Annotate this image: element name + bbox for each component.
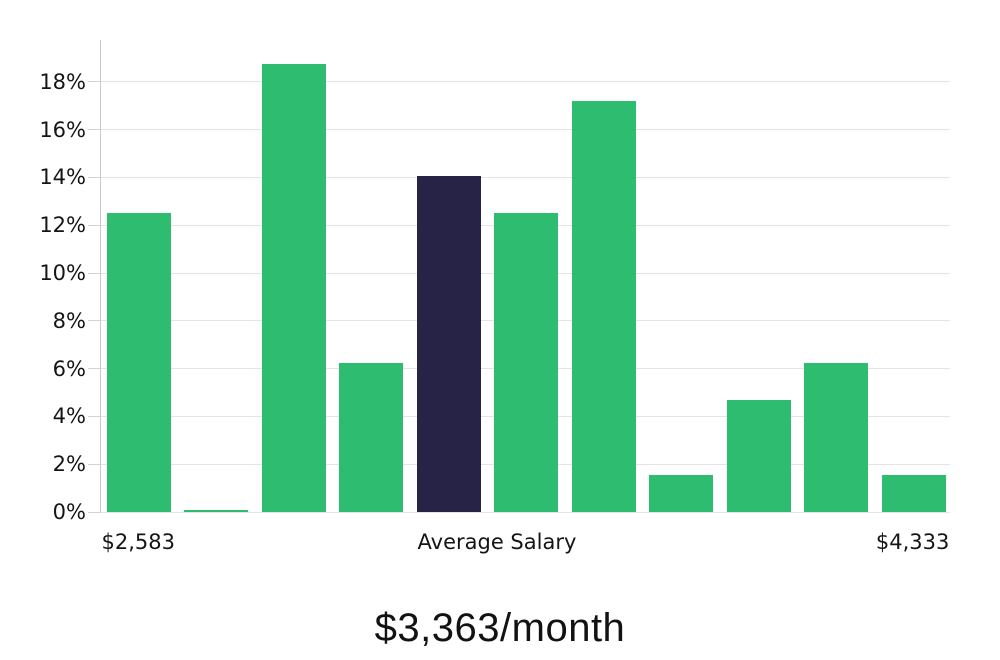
y-tick-label: 16% bbox=[39, 117, 86, 142]
y-tick-mark bbox=[88, 176, 101, 178]
gridline-0% bbox=[101, 511, 950, 513]
y-tick-mark bbox=[88, 272, 101, 274]
bar-bin-7 bbox=[571, 101, 636, 512]
y-tick-label: 2% bbox=[52, 452, 86, 477]
y-tick-mark bbox=[88, 415, 101, 417]
bar-bin-6 bbox=[494, 213, 558, 512]
gridline-14% bbox=[101, 176, 950, 178]
y-tick-label: 0% bbox=[52, 500, 86, 524]
plot-area bbox=[88, 40, 950, 513]
bar-bin-4 bbox=[339, 362, 403, 512]
x-tick-label: $2,583 bbox=[101, 530, 175, 554]
bar-bin-1 bbox=[106, 213, 171, 512]
y-tick-mark bbox=[88, 368, 101, 370]
x-tick-label: Average Salary bbox=[417, 530, 577, 554]
y-tick-mark bbox=[88, 129, 101, 131]
gridline-18% bbox=[101, 81, 950, 83]
y-tick-label: 4% bbox=[52, 404, 86, 429]
bar-bin-10 bbox=[804, 362, 868, 512]
bar-bin-8 bbox=[649, 474, 713, 512]
y-tick-label: 12% bbox=[39, 213, 86, 238]
bar-bin-2 bbox=[184, 510, 248, 512]
y-tick-mark bbox=[88, 81, 101, 83]
x-tick-label: $4,333 bbox=[875, 530, 950, 554]
bar-average-salary-bin bbox=[416, 175, 481, 512]
y-tick-label: 10% bbox=[39, 261, 86, 285]
y-tick-mark bbox=[88, 511, 101, 513]
y-tick-mark bbox=[88, 224, 101, 226]
y-tick-mark bbox=[88, 463, 101, 465]
y-tick-label: 14% bbox=[39, 165, 86, 190]
y-tick-label: 6% bbox=[52, 356, 86, 381]
chart-title: $3,363/month bbox=[374, 606, 626, 650]
gridline-16% bbox=[101, 129, 950, 131]
y-tick-label: 18% bbox=[39, 69, 86, 94]
bar-bin-9 bbox=[726, 399, 791, 512]
y-tick-label: 8% bbox=[52, 308, 86, 333]
bar-bin-11 bbox=[881, 474, 946, 512]
bar-bin-3 bbox=[261, 63, 326, 512]
y-tick-mark bbox=[88, 320, 101, 322]
